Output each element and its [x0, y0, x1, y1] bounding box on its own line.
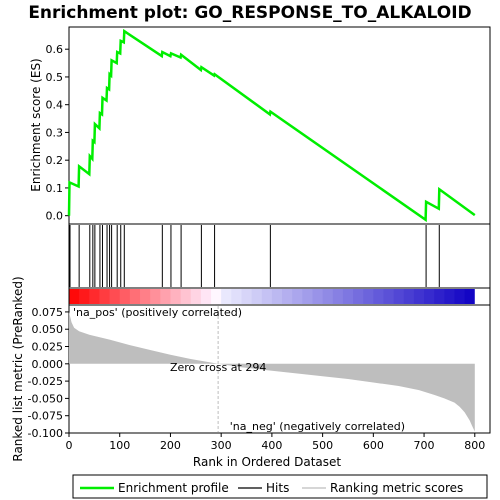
band-segment	[109, 289, 121, 304]
metric-ytick-label: 0.000	[32, 358, 64, 371]
band-segment	[140, 289, 151, 304]
pos-correlated-label: 'na_pos' (positively correlated)	[73, 306, 242, 319]
band-segment	[231, 289, 242, 304]
band-segment	[363, 289, 374, 304]
es-ytick-label: 0.5	[46, 71, 64, 84]
metric-x-axis: 0 100 200 300 400 500 600 700 800	[66, 433, 485, 452]
band-segment	[403, 289, 415, 304]
band-segment	[332, 289, 344, 304]
band-segment	[190, 289, 202, 304]
metric-area	[69, 311, 475, 432]
metric-xtick-label: 100	[109, 439, 130, 452]
band-segment	[200, 289, 212, 304]
band-segment	[312, 289, 324, 304]
band-segment	[241, 289, 253, 304]
neg-correlated-label: 'na_neg' (negatively correlated)	[230, 420, 405, 433]
metric-xtick-label: 600	[363, 439, 384, 452]
metric-ytick-label: -0.050	[28, 392, 63, 405]
ranking-color-band	[69, 289, 490, 304]
hits-marks	[69, 225, 440, 287]
es-ytick-label: 0.2	[46, 154, 64, 167]
legend-hits-label: Hits	[266, 481, 289, 495]
band-segment	[393, 289, 405, 304]
band-segment	[99, 289, 111, 304]
band-segment	[221, 289, 232, 304]
metric-xtick-label: 700	[414, 439, 435, 452]
metric-ytick-label: 0.050	[32, 323, 64, 336]
band-segment	[119, 289, 131, 304]
hits-panel	[68, 223, 491, 289]
band-segment	[413, 289, 425, 304]
metric-xtick-label: 400	[261, 439, 282, 452]
band-segment	[373, 289, 384, 304]
es-ytick-label: 0.4	[46, 99, 64, 112]
band-segment	[271, 289, 283, 304]
metric-y-axis-title: Ranked list metric (PreRanked)	[11, 276, 25, 461]
metric-ytick-label: 0.075	[32, 306, 64, 319]
metric-ytick-label: -0.075	[28, 410, 63, 423]
metric-xtick-label: 300	[211, 439, 232, 452]
es-ytick-label: 0.3	[46, 126, 64, 139]
band-segment	[454, 289, 466, 304]
metric-xtick-label: 200	[160, 439, 181, 452]
band-segment	[434, 289, 445, 304]
zero-cross-label: Zero cross at 294	[170, 361, 266, 374]
es-ytick-label: 0.0	[46, 210, 64, 223]
es-y-axis-title: Enrichment score (ES)	[29, 58, 43, 191]
band-segment	[383, 289, 395, 304]
band-segment	[150, 289, 161, 304]
band-segment	[322, 289, 334, 304]
legend-profile-label: Enrichment profile	[118, 481, 229, 495]
chart-title: Enrichment plot: GO_RESPONSE_TO_ALKALOID	[28, 3, 471, 23]
band-segment	[424, 289, 435, 304]
band-segment	[79, 289, 90, 304]
metric-xtick-label: 800	[464, 439, 485, 452]
band-segment	[180, 289, 192, 304]
band-segment	[211, 289, 222, 304]
band-segment	[282, 289, 293, 304]
metric-ytick-label: -0.100	[28, 427, 63, 440]
band-segment	[464, 289, 476, 304]
band-segment	[353, 289, 364, 304]
es-panel	[68, 26, 491, 225]
band-segment	[292, 289, 303, 304]
band-segment	[89, 289, 100, 304]
band-segment	[160, 289, 171, 304]
band-segment	[170, 289, 182, 304]
band-segment	[302, 289, 313, 304]
metric-xtick-label: 500	[312, 439, 333, 452]
band-segment	[69, 289, 80, 304]
band-segment	[251, 289, 263, 304]
legend	[72, 474, 488, 499]
metric-ytick-label: -0.025	[28, 375, 63, 388]
metric-x-axis-title: Rank in Ordered Dataset	[193, 455, 341, 469]
band-tail	[474, 289, 490, 304]
metric-ytick-label: 0.025	[32, 341, 64, 354]
metric-xtick-label: 0	[66, 439, 73, 452]
band-segment	[444, 289, 455, 304]
es-profile-line	[67, 28, 476, 223]
legend-metric-label: Ranking metric scores	[330, 481, 463, 495]
band-segment	[129, 289, 141, 304]
es-ytick-label: 0.6	[46, 43, 64, 56]
es-y-axis: 0.0 0.1 0.2 0.3 0.4 0.5 0.6	[46, 43, 69, 223]
metric-y-axis: 0.075 0.050 0.025 0.000 -0.025 -0.050 -0.075 -0…	[28, 306, 69, 440]
band-segment	[342, 289, 354, 304]
es-ytick-label: 0.1	[46, 182, 64, 195]
band-segment	[261, 289, 273, 304]
